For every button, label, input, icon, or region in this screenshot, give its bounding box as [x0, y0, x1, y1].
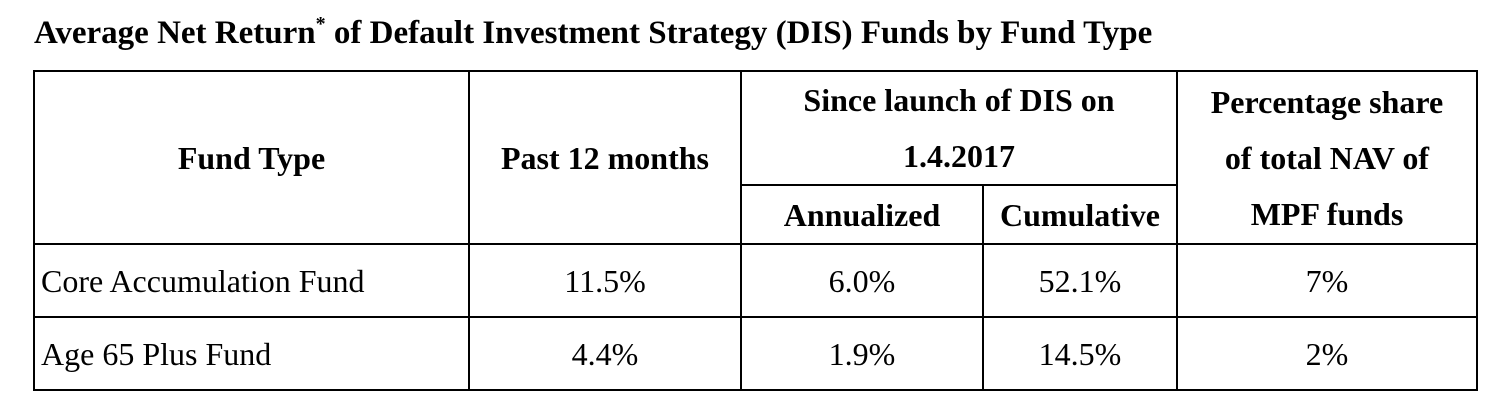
- cell-past-12-months: 11.5%: [468, 243, 742, 318]
- header-nav-share: Percentage share of total NAV of MPF fun…: [1176, 70, 1478, 245]
- header-since-launch-line2: 1.4.2017: [903, 138, 1015, 174]
- cell-annualized: 6.0%: [740, 243, 984, 318]
- header-past-12-months: Past 12 months: [468, 70, 742, 245]
- header-annualized: Annualized: [740, 184, 984, 245]
- title-text: Average Net Return: [34, 15, 316, 51]
- subheader-row: Annualized Cumulative: [34, 184, 1477, 245]
- header-since-launch-line1: Since launch of DIS on: [803, 82, 1115, 118]
- cell-cumulative: 14.5%: [982, 316, 1178, 391]
- cell-cumulative: 52.1%: [982, 243, 1178, 318]
- title-footnote-marker: *: [315, 13, 326, 35]
- table-row: Core Accumulation Fund 11.5% 6.0% 52.1% …: [33, 243, 1478, 318]
- cell-nav-share: 7%: [1176, 243, 1478, 318]
- header-cumulative: Cumulative: [982, 184, 1178, 245]
- title-text-rest: of Default Investment Strategy (DIS) Fun…: [325, 15, 1153, 51]
- table-title: Average Net Return* of Default Investmen…: [34, 13, 1153, 54]
- cell-nav-share: 2%: [1176, 316, 1478, 391]
- header-since-launch: Since launch of DIS on 1.4.2017: [740, 70, 1178, 186]
- cell-fund-type: Core Accumulation Fund: [33, 243, 470, 318]
- header-nav-share-line1: Percentage share: [1210, 83, 1444, 120]
- cell-past-12-months: 4.4%: [468, 316, 742, 391]
- header-nav-share-line2: of total NAV of: [1224, 139, 1430, 176]
- header-fund-type: Fund Type: [33, 70, 470, 245]
- returns-table: Fund Type Past 12 months Since launch of…: [33, 70, 1478, 391]
- cell-fund-type: Age 65 Plus Fund: [33, 316, 470, 391]
- table-row: Age 65 Plus Fund 4.4% 1.9% 14.5% 2%: [33, 316, 1478, 391]
- header-row: Fund Type Past 12 months Since launch of…: [33, 70, 1478, 245]
- cell-annualized: 1.9%: [740, 316, 984, 391]
- header-nav-share-line3: MPF funds: [1250, 195, 1404, 232]
